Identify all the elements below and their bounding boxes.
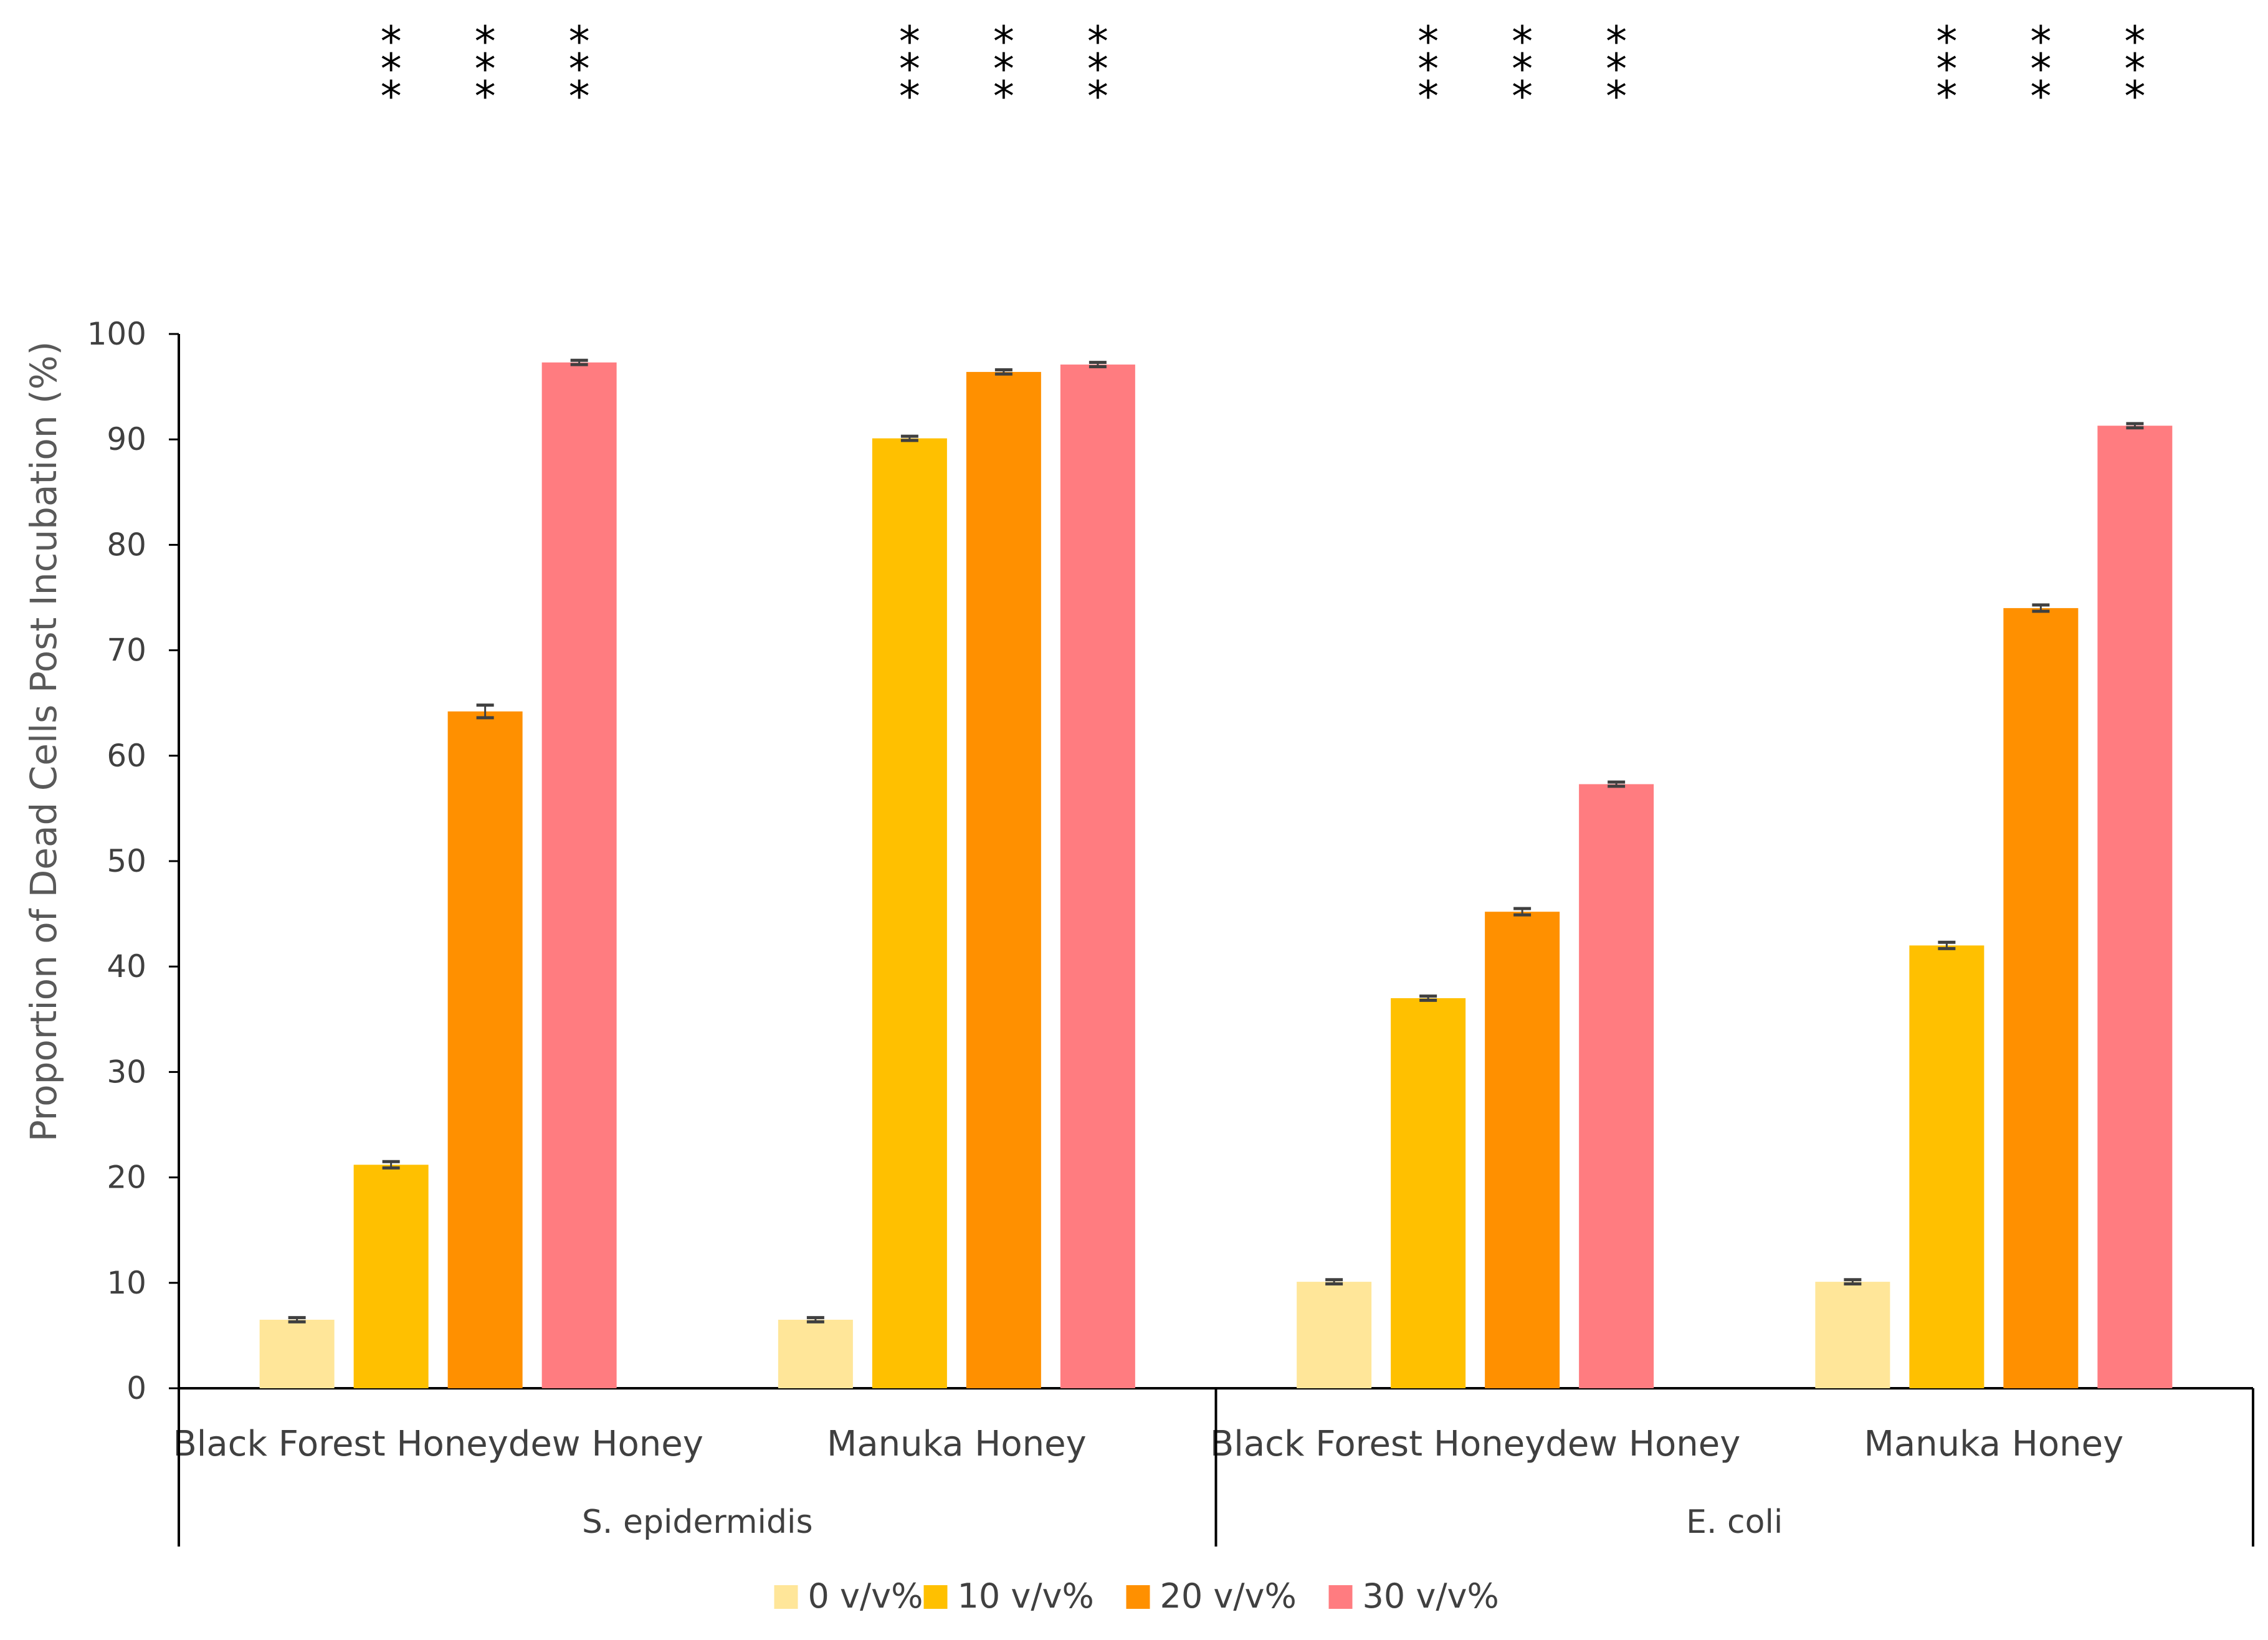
bar <box>778 1320 853 1388</box>
bar <box>1060 365 1135 1388</box>
category-label: Black Forest Honeydew Honey <box>173 1424 703 1464</box>
y-tick-label: 20 <box>107 1160 146 1196</box>
category-label: Manuka Honey <box>1864 1424 2124 1464</box>
significance-annotations: * * * * * * * * * * * * * * * * * * * * * * * * * * * * * * * * * * * * <box>381 17 2146 122</box>
significance-marker: * * * <box>899 17 920 122</box>
significance-marker: * * * <box>1418 17 1439 122</box>
y-tick-label: 60 <box>107 738 146 774</box>
y-tick-label: 80 <box>107 527 146 563</box>
bars <box>259 358 2173 1389</box>
legend-swatch <box>1328 1585 1353 1609</box>
bar <box>1579 784 1654 1388</box>
bar <box>1391 998 1466 1388</box>
significance-marker: * * * <box>1606 17 1627 122</box>
y-tick-label: 40 <box>107 948 146 984</box>
y-tick-label: 30 <box>107 1054 146 1090</box>
significance-marker: * * * <box>381 17 402 122</box>
legend-label: 10 v/v% <box>958 1576 1094 1616</box>
y-tick-label: 50 <box>107 843 146 879</box>
bar <box>541 362 617 1388</box>
significance-marker: * * * <box>1087 17 1108 122</box>
y-tick-label: 90 <box>107 421 146 457</box>
bar <box>1815 1282 1890 1388</box>
legend-label: 20 v/v% <box>1160 1576 1297 1616</box>
y-tick-label: 100 <box>87 316 146 352</box>
category-label: Manuka Honey <box>827 1424 1087 1464</box>
y-tick-label: 0 <box>126 1370 146 1406</box>
group-label: S. epidermidis <box>582 1504 813 1541</box>
significance-marker: * * * <box>1936 17 1957 122</box>
bar <box>259 1320 335 1388</box>
bar <box>353 1165 429 1388</box>
legend-swatch <box>923 1585 948 1609</box>
legend-label: 0 v/v% <box>808 1576 923 1616</box>
group-label: E. coli <box>1686 1504 1783 1541</box>
bar <box>966 371 1041 1388</box>
bar <box>872 438 947 1388</box>
bar <box>1297 1282 1372 1388</box>
legend: 0 v/v% 10 v/v% 20 v/v% 30 v/v% <box>774 1576 1499 1616</box>
y-tick-label: 10 <box>107 1265 146 1301</box>
significance-marker: * * * <box>2030 17 2051 122</box>
significance-marker: * * * <box>993 17 1014 122</box>
significance-marker: * * * <box>1512 17 1533 122</box>
significance-marker: * * * <box>475 17 496 122</box>
significance-marker: * * * <box>2124 17 2145 122</box>
bar <box>2097 426 2173 1388</box>
y-axis-label: Proportion of Dead Cells Post Incubation… <box>22 341 65 1142</box>
bar <box>1485 912 1560 1388</box>
legend-swatch <box>1126 1585 1150 1609</box>
significance-marker: * * * <box>569 17 590 122</box>
category-label: Black Forest Honeydew Honey <box>1210 1424 1740 1464</box>
bar <box>2003 608 2079 1389</box>
y-tick-label: 70 <box>107 632 146 669</box>
legend-label: 30 v/v% <box>1363 1576 1499 1616</box>
legend-swatch <box>774 1585 798 1609</box>
bar <box>447 711 523 1388</box>
bar <box>1909 945 1984 1388</box>
axes: 0 10 20 30 40 50 60 70 80 90 100 Black Forest Honey… <box>87 316 2254 1547</box>
